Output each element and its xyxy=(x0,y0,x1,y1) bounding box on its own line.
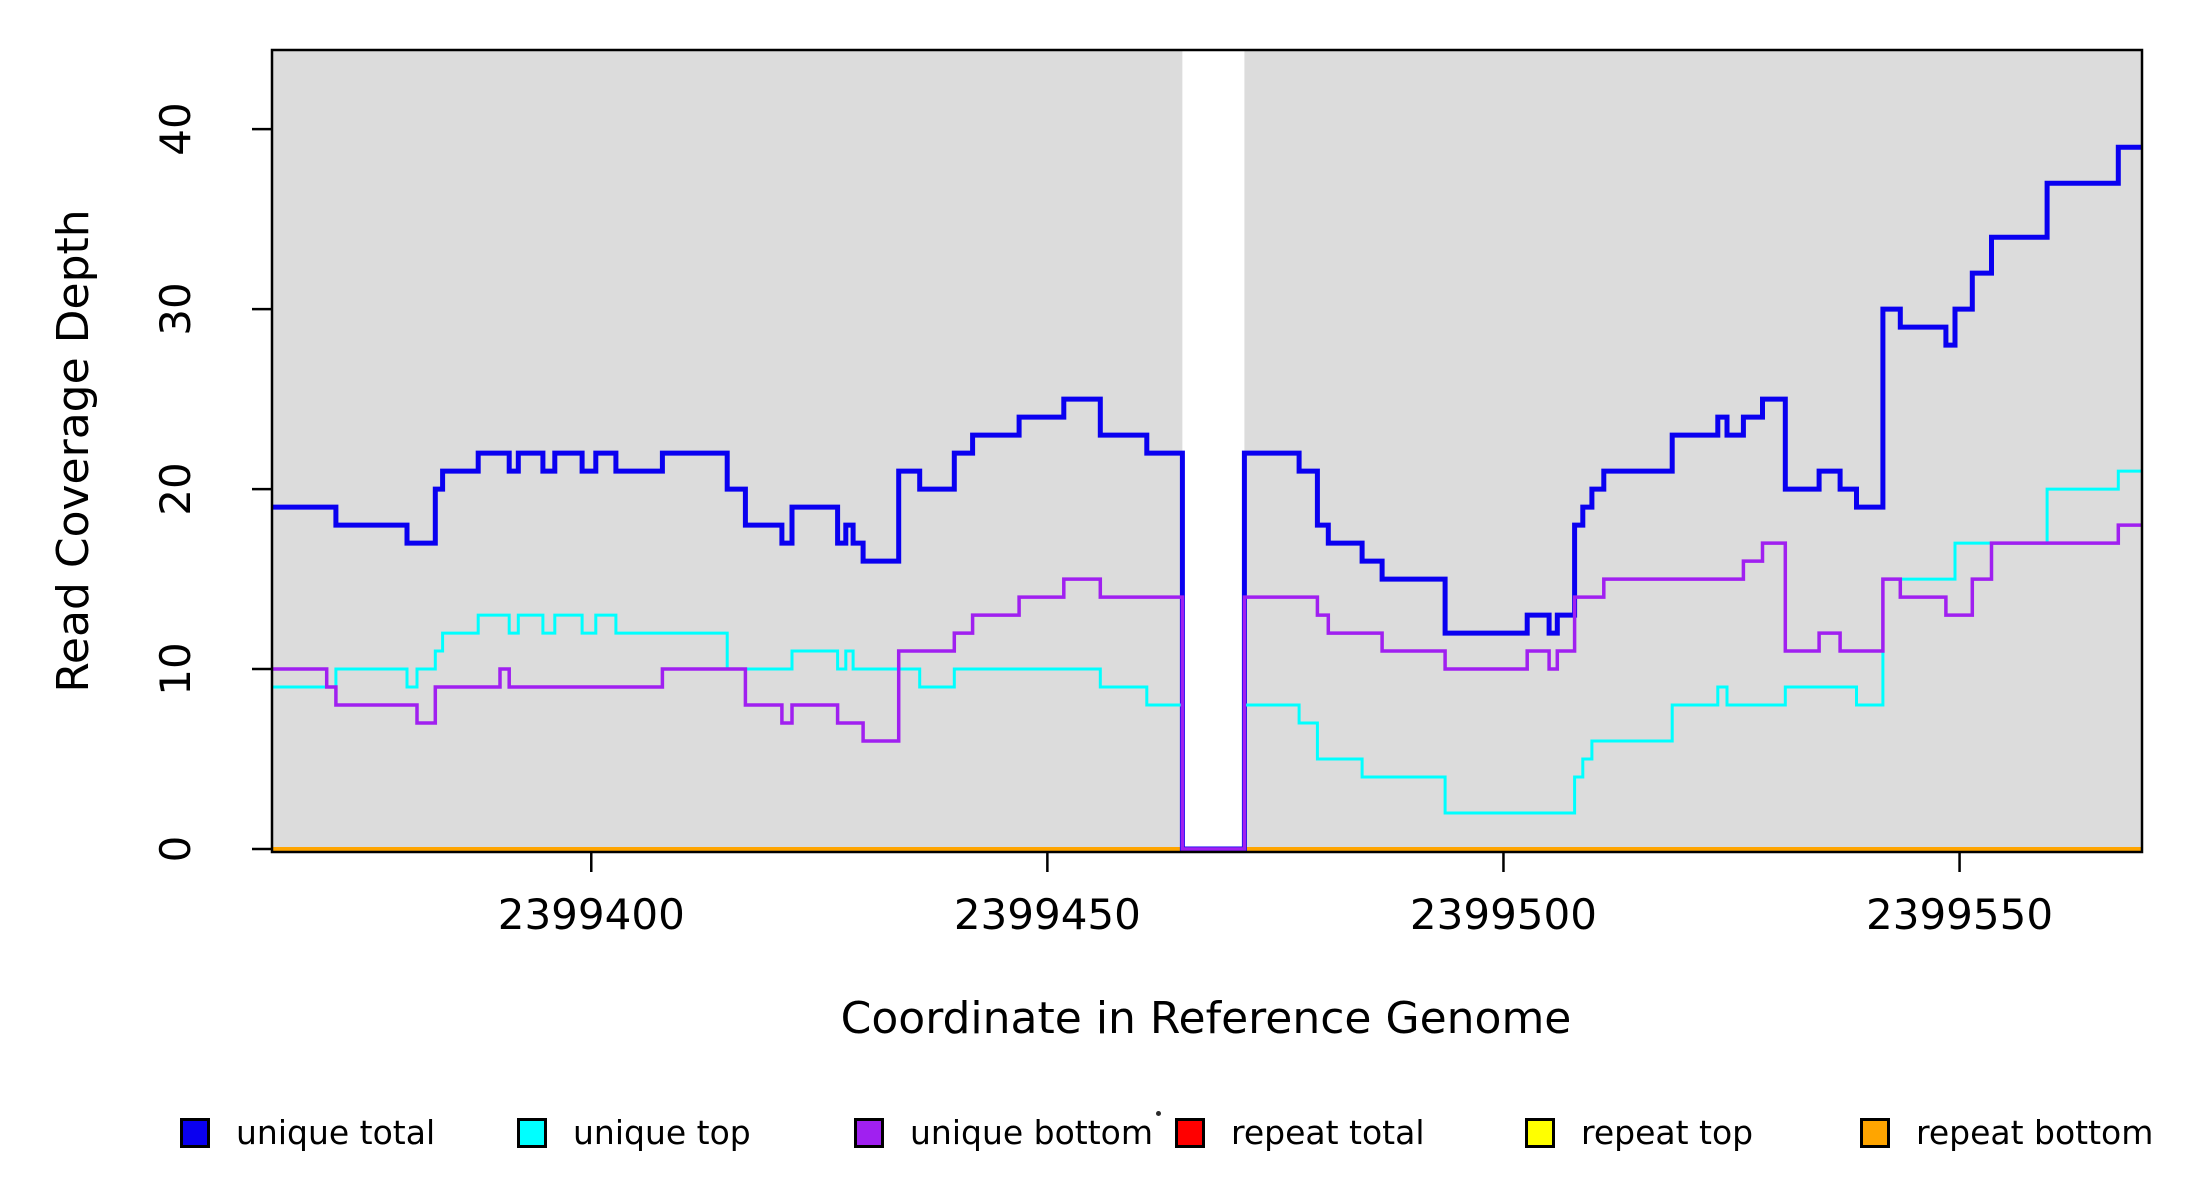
y-axis-tick-label: 30 xyxy=(151,282,200,336)
legend-swatch-unique-top xyxy=(517,1118,547,1148)
x-axis-tick-label: 2399550 xyxy=(1866,890,2054,939)
x-axis-tick-label: 2399500 xyxy=(1409,890,1597,939)
series-line-unique-top xyxy=(272,469,2142,851)
legend-label: repeat bottom xyxy=(1916,1113,2154,1152)
stray-dot xyxy=(1156,1111,1161,1116)
y-axis-tick-label: 20 xyxy=(151,462,200,516)
legend-swatch-unique-bottom xyxy=(854,1118,884,1148)
legend-swatch-repeat-top xyxy=(1525,1118,1555,1148)
legend-label: unique bottom xyxy=(910,1113,1154,1152)
legend-item-unique-top: unique top xyxy=(517,1116,751,1150)
legend-label: unique total xyxy=(236,1113,436,1152)
legend-item-repeat-top: repeat top xyxy=(1525,1116,1753,1150)
legend-swatch-repeat-total xyxy=(1175,1118,1205,1148)
y-axis-tick-label: 10 xyxy=(151,642,200,696)
legend-item-unique-bottom: unique bottom xyxy=(854,1116,1153,1150)
legend-label: unique top xyxy=(573,1113,751,1152)
x-axis-tick-label: 2399400 xyxy=(497,890,685,939)
legend-item-unique-total: unique total xyxy=(180,1116,435,1150)
legend-item-repeat-bottom: repeat bottom xyxy=(1860,1116,2153,1150)
legend-label: repeat total xyxy=(1231,1113,1425,1152)
legend-item-repeat-total: repeat total xyxy=(1175,1116,1425,1150)
x-axis-title: Coordinate in Reference Genome xyxy=(840,993,1572,1044)
plot-border xyxy=(270,48,2144,854)
legend-swatch-unique-total xyxy=(180,1118,210,1148)
y-axis-tick-label: 0 xyxy=(151,835,200,863)
series-line-unique-bottom xyxy=(272,523,2142,851)
legend-swatch-repeat-bottom xyxy=(1860,1118,1890,1148)
coverage-gap-region xyxy=(1182,50,1245,852)
legend-label: repeat top xyxy=(1581,1113,1754,1152)
y-axis-title: Read Coverage Depth xyxy=(48,209,99,693)
x-axis-tick-label: 2399450 xyxy=(953,890,1141,939)
y-axis-tick-label: 40 xyxy=(151,102,200,156)
